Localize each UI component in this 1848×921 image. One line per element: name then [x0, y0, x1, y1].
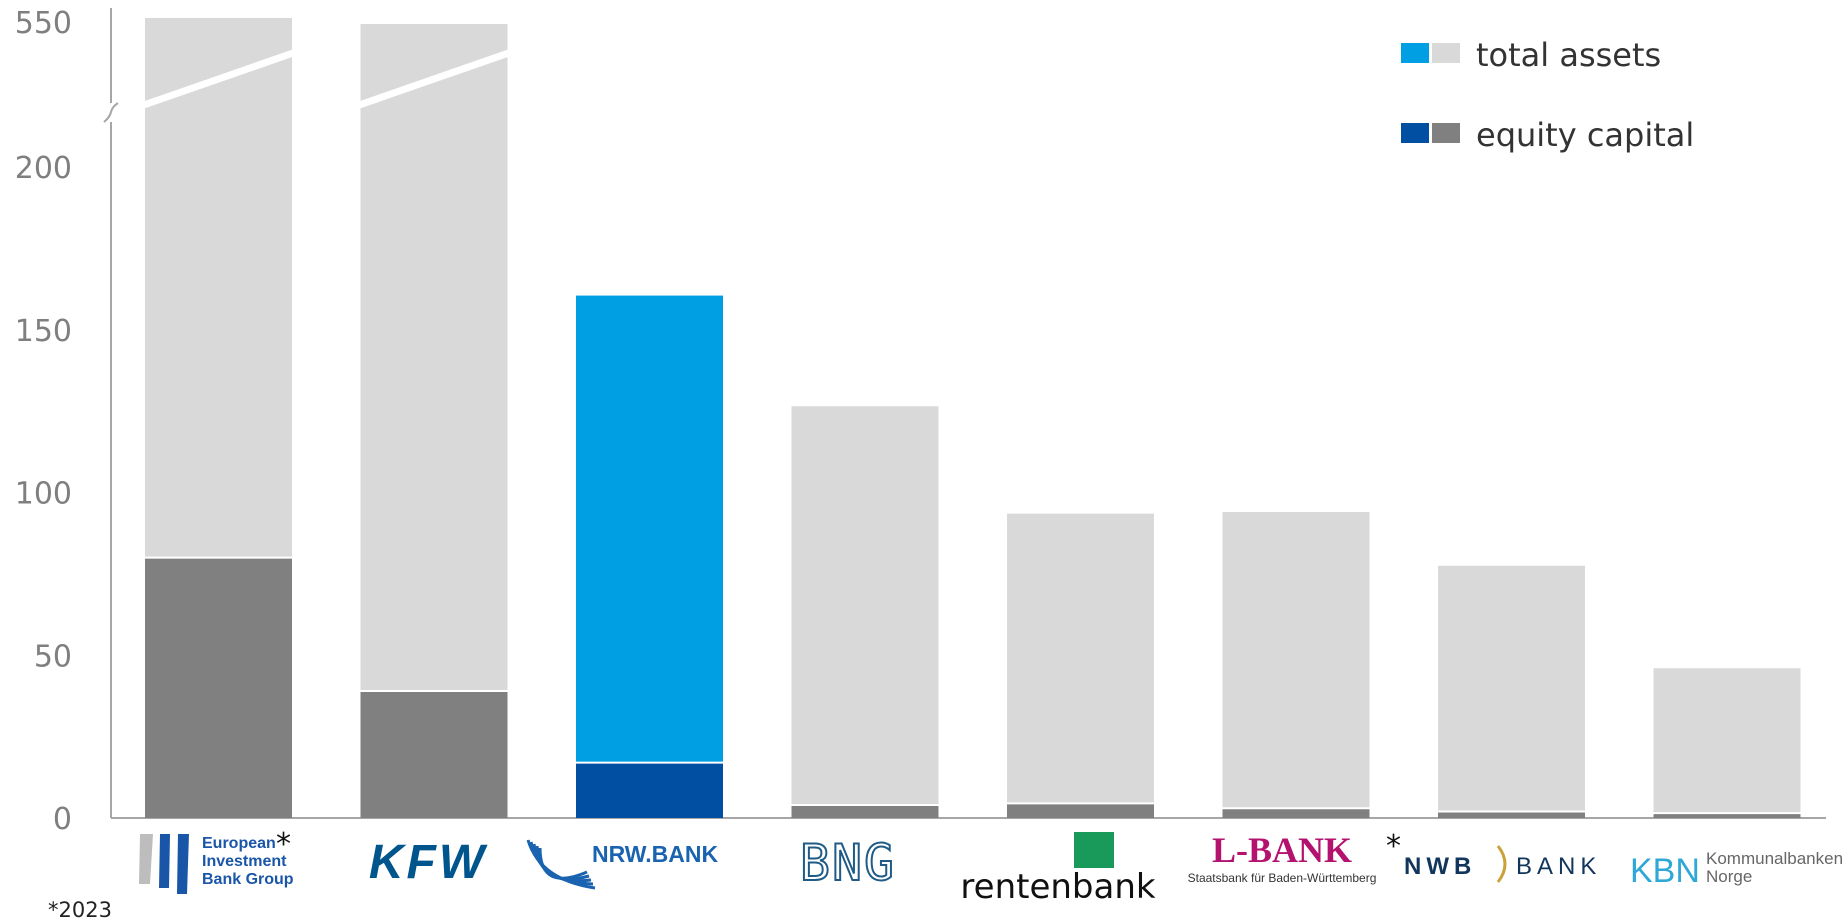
- y-tick-label: 100: [15, 477, 72, 512]
- bar-total-assets: [791, 406, 939, 818]
- nwb-logo-bracket: [1496, 845, 1507, 883]
- y-tick-label: 200: [15, 151, 72, 186]
- l-bank-asterisk: *: [1386, 829, 1401, 864]
- bar-equity-capital: [576, 762, 723, 818]
- y-tick-label: 0: [53, 802, 72, 837]
- bar-equity-capital: [1222, 808, 1370, 818]
- legend-swatch-highlight: [1401, 43, 1429, 63]
- l-bank-logo-text: L-BANK: [1212, 830, 1352, 870]
- legend-label: total assets: [1476, 36, 1661, 74]
- legend-swatch-highlight: [1401, 123, 1429, 143]
- y-axis-break-mark: [103, 102, 119, 123]
- nwb-logo-text: NWB: [1404, 853, 1476, 880]
- kbn-name-line2: Norge: [1706, 867, 1752, 886]
- bar-total-assets: [1222, 512, 1370, 818]
- bar-total-assets: [576, 295, 723, 818]
- bar-break-slash: [139, 48, 298, 110]
- nrw-logo-swoosh: [538, 847, 588, 880]
- bar-equity-capital: [791, 804, 939, 818]
- bar-total-assets: [1653, 668, 1801, 818]
- bar-total-assets: [1007, 513, 1154, 818]
- legend-label: equity capital: [1476, 116, 1694, 154]
- eib-logo-text: Investment: [202, 853, 287, 870]
- rentenbank-logo-text: rentenbank: [960, 867, 1155, 907]
- eib-logo-text: Bank Group: [202, 871, 294, 888]
- legend-swatch: [1432, 123, 1460, 143]
- eib-logo-stroke: [139, 834, 153, 884]
- bar-total-assets: [360, 24, 508, 818]
- y-tick-label: 150: [15, 314, 72, 349]
- nrw-bank-logo-text: NRW.BANK: [592, 841, 718, 867]
- bar-equity-capital: [1007, 803, 1154, 818]
- bars: [139, 18, 1801, 818]
- bar-equity-capital: [1653, 813, 1801, 818]
- eib-asterisk: *: [276, 827, 291, 862]
- kbn-name-line1: Kommunalbanken: [1706, 849, 1843, 868]
- footnote: *2023: [48, 898, 112, 921]
- kfw-logo: KFW: [369, 836, 488, 889]
- legend-swatch: [1432, 43, 1460, 63]
- y-tick-label: 550: [15, 6, 72, 41]
- bar-total-assets: [1438, 565, 1585, 818]
- bar-equity-capital: [145, 557, 292, 818]
- eib-logo-stroke: [177, 834, 189, 894]
- legend: total assets equity capital: [1401, 36, 1694, 154]
- y-tick-label: 50: [34, 639, 72, 674]
- bng-logo: BNG: [800, 834, 896, 892]
- l-bank-subtitle: Staatsbank für Baden-Württemberg: [1188, 871, 1377, 885]
- rentenbank-logo-mark: [1074, 832, 1114, 868]
- eib-logo-text: European: [202, 835, 276, 852]
- bar-equity-capital: [1438, 811, 1585, 818]
- eib-logo-stroke: [159, 834, 170, 888]
- bar-break-slash: [355, 48, 513, 110]
- kbn-logo-text: KBN: [1630, 852, 1700, 890]
- bar-equity-capital: [360, 691, 508, 818]
- nwb-bank-text: BANK: [1516, 853, 1601, 880]
